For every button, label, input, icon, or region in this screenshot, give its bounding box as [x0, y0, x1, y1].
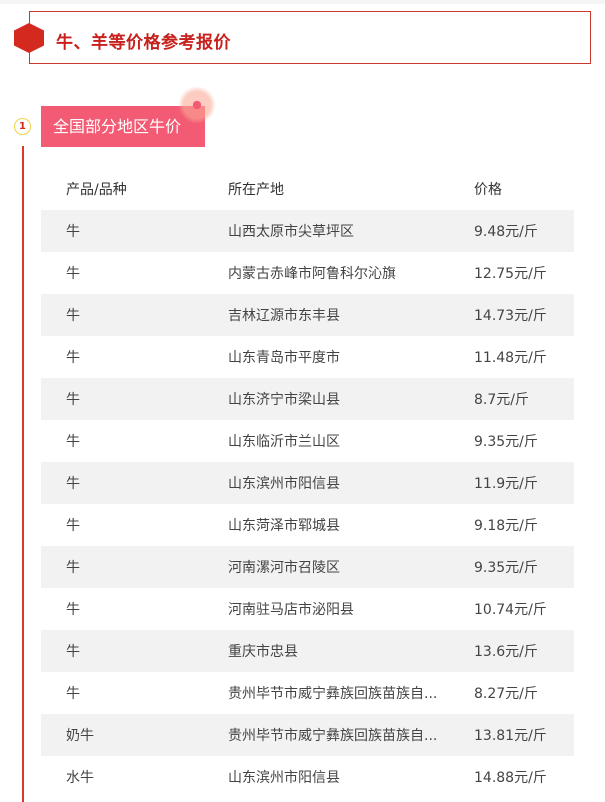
table-row: 牛 重庆市忠县 13.6元/斤 [41, 630, 574, 672]
cell-price: 13.6元/斤 [474, 644, 538, 660]
table-row: 牛 山西太原市尖草坪区 9.48元/斤 [41, 210, 574, 252]
cell-origin: 山西太原市尖草坪区 [228, 224, 354, 240]
table-row: 牛 山东菏泽市郓城县 9.18元/斤 [41, 504, 574, 546]
firework-icon [178, 86, 216, 124]
top-strip [0, 0, 605, 4]
cell-product: 牛 [66, 308, 80, 324]
cell-origin: 山东济宁市梁山县 [228, 392, 340, 408]
header-product: 产品/品种 [66, 182, 127, 198]
cell-origin: 山东菏泽市郓城县 [228, 518, 340, 534]
cell-origin: 河南漯河市召陵区 [228, 560, 340, 576]
header-price: 价格 [474, 182, 502, 198]
cell-price: 13.81元/斤 [474, 728, 547, 744]
timeline-line [22, 146, 24, 802]
header-origin: 所在产地 [228, 182, 284, 198]
cell-product: 牛 [66, 392, 80, 408]
cell-price: 9.18元/斤 [474, 518, 538, 534]
cell-price: 9.48元/斤 [474, 224, 538, 240]
table-row: 牛 贵州毕节市威宁彝族回族苗族自... 8.27元/斤 [41, 672, 574, 714]
cell-price: 8.27元/斤 [474, 686, 538, 702]
cell-origin: 内蒙古赤峰市阿鲁科尔沁旗 [228, 266, 396, 282]
table-row: 牛 河南漯河市召陵区 9.35元/斤 [41, 546, 574, 588]
cell-price: 10.74元/斤 [474, 602, 547, 618]
table-row: 牛 吉林辽源市东丰县 14.73元/斤 [41, 294, 574, 336]
page-title: 牛、羊等价格参考报价 [56, 33, 231, 53]
cell-product: 牛 [66, 560, 80, 576]
table-row: 牛 内蒙古赤峰市阿鲁科尔沁旗 12.75元/斤 [41, 252, 574, 294]
cell-product: 奶牛 [66, 728, 94, 744]
cell-price: 14.88元/斤 [474, 770, 547, 786]
cell-origin: 贵州毕节市威宁彝族回族苗族自... [228, 686, 438, 702]
table-row: 奶牛 贵州毕节市威宁彝族回族苗族自... 13.81元/斤 [41, 714, 574, 756]
cell-price: 12.75元/斤 [474, 266, 547, 282]
cell-product: 牛 [66, 602, 80, 618]
cell-price: 11.48元/斤 [474, 350, 547, 366]
cell-product: 牛 [66, 518, 80, 534]
section-heading: 全国部分地区牛价 [41, 106, 205, 147]
cell-product: 牛 [66, 644, 80, 660]
cell-product: 牛 [66, 686, 80, 702]
table-row: 牛 山东滨州市阳信县 11.9元/斤 [41, 462, 574, 504]
cell-product: 牛 [66, 266, 80, 282]
cell-product: 牛 [66, 350, 80, 366]
cell-product: 牛 [66, 476, 80, 492]
cell-origin: 河南驻马店市泌阳县 [228, 602, 354, 618]
price-table: 产品/品种 所在产地 价格 牛山西太原市尖草坪区 9.48元/斤牛内蒙古赤峰市阿鲁… [41, 168, 574, 798]
cell-price: 11.9元/斤 [474, 476, 538, 492]
cell-product: 牛 [66, 224, 80, 240]
table-row: 牛 河南驻马店市泌阳县 10.74元/斤 [41, 588, 574, 630]
table-row: 水牛 山东滨州市阳信县 14.88元/斤 [41, 756, 574, 798]
cell-price: 9.35元/斤 [474, 560, 538, 576]
cell-origin: 山东临沂市兰山区 [228, 434, 340, 450]
table-row: 牛 山东济宁市梁山县 8.7元/斤 [41, 378, 574, 420]
table-header: 产品/品种 所在产地 价格 [41, 168, 574, 210]
cell-origin: 重庆市忠县 [228, 644, 298, 660]
table-row: 牛 山东临沂市兰山区 9.35元/斤 [41, 420, 574, 462]
cell-origin: 吉林辽源市东丰县 [228, 308, 340, 324]
cell-origin: 山东滨州市阳信县 [228, 476, 340, 492]
cell-origin: 山东青岛市平度市 [228, 350, 340, 366]
cell-origin: 贵州毕节市威宁彝族回族苗族自... [228, 728, 438, 744]
cell-price: 9.35元/斤 [474, 434, 538, 450]
table-row: 牛 山东青岛市平度市 11.48元/斤 [41, 336, 574, 378]
section-number: 1 [14, 118, 31, 135]
cell-product: 水牛 [66, 770, 94, 786]
cell-origin: 山东滨州市阳信县 [228, 770, 340, 786]
cell-product: 牛 [66, 434, 80, 450]
hexagon-icon [14, 23, 44, 53]
cell-price: 14.73元/斤 [474, 308, 547, 324]
cell-price: 8.7元/斤 [474, 392, 529, 408]
